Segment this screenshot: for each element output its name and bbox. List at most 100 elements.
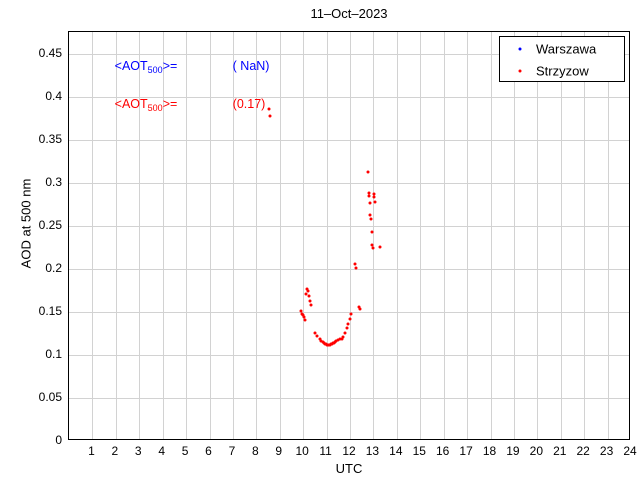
legend-marker-icon <box>518 69 522 73</box>
x-tick-label: 8 <box>251 444 259 458</box>
data-point-strzyzow <box>370 243 374 247</box>
data-point-strzyzow <box>303 318 307 322</box>
data-point-strzyzow <box>315 334 319 338</box>
gridline-horizontal <box>69 397 629 399</box>
gridline-horizontal <box>69 182 629 184</box>
grid-layer <box>69 32 629 439</box>
x-tick-label: 18 <box>482 444 497 458</box>
data-point-strzyzow <box>267 107 271 111</box>
data-layer <box>69 32 629 439</box>
x-tick-label: 10 <box>295 444 309 458</box>
y-tick-label: 0.35 <box>38 131 62 146</box>
data-point-strzyzow <box>309 303 313 307</box>
gridline-vertical <box>162 32 164 439</box>
gridline-vertical <box>232 32 234 439</box>
data-point-strzyzow <box>268 114 272 118</box>
gridline-vertical <box>115 32 117 439</box>
gridline-vertical <box>560 32 562 439</box>
x-tick-label: 13 <box>365 444 380 458</box>
data-point-strzyzow <box>371 246 375 250</box>
gridline-vertical <box>326 32 328 439</box>
data-point-strzyzow <box>306 289 310 293</box>
data-point-strzyzow <box>370 230 374 234</box>
legend-label: Strzyzow <box>536 63 589 79</box>
x-tick-label: 4 <box>158 444 165 458</box>
mean-aot-strzyzow-label: <AOT500>= <box>114 97 178 114</box>
gridline-vertical <box>303 32 305 439</box>
mean-aot-strzyzow-prefix: <AOT <box>114 97 148 112</box>
gridline-horizontal <box>69 354 629 356</box>
data-point-strzyzow <box>345 326 349 330</box>
mean-aot-strzyzow-value: (0.17) <box>232 97 266 112</box>
data-point-strzyzow <box>305 287 309 291</box>
data-point-strzyzow <box>341 335 345 339</box>
gridline-vertical <box>279 32 281 439</box>
x-tick-label: 16 <box>435 444 450 458</box>
mean-aot-warszawa-suffix: >= <box>162 59 178 74</box>
legend-marker-icon <box>518 47 522 51</box>
x-axis-ticks: 1 2 3 4 5 6 7 8 9 10 11 12 13 14 15 16 17 18 19 20 21 22 23 24 <box>68 444 637 462</box>
data-point-strzyzow <box>372 195 376 199</box>
x-tick-label: 2 <box>111 444 119 458</box>
gridline-vertical <box>139 32 141 439</box>
y-tick-label: 0.15 <box>38 303 62 318</box>
gridline-horizontal <box>69 139 629 141</box>
y-tick-label: 0.2 <box>45 260 62 275</box>
data-point-strzyzow <box>369 217 373 221</box>
x-tick-label: 7 <box>228 444 236 458</box>
gridline-horizontal <box>69 268 629 270</box>
x-tick-label: 19 <box>506 444 520 458</box>
x-tick-label: 20 <box>529 444 543 458</box>
data-point-strzyzow <box>346 322 350 326</box>
y-tick-label: 0.4 <box>45 88 62 103</box>
y-tick-label: 0 <box>55 433 62 447</box>
data-point-strzyzow <box>307 294 311 298</box>
y-tick-label: 0.3 <box>45 174 62 189</box>
mean-aot-strzyzow-suffix: >= <box>162 97 178 112</box>
data-point-strzyzow <box>301 313 305 317</box>
gridline-horizontal <box>69 225 629 227</box>
data-point-strzyzow <box>372 192 376 196</box>
y-axis-ticks: 0 0.05 0.1 0.15 0.2 0.25 0.3 0.35 0.4 0.45 <box>0 31 62 447</box>
gridline-vertical <box>186 32 188 439</box>
gridline-vertical <box>92 32 94 439</box>
mean-aot-warszawa-subscript: 500 <box>147 65 163 76</box>
y-tick-label: 0.25 <box>38 217 62 232</box>
gridline-vertical <box>209 32 211 439</box>
data-point-strzyzow <box>302 315 306 319</box>
data-point-strzyzow <box>358 307 362 311</box>
data-point-strzyzow <box>354 266 358 270</box>
data-point-strzyzow <box>338 337 342 341</box>
data-point-strzyzow <box>318 337 322 341</box>
x-tick-label: 9 <box>275 444 283 458</box>
data-point-strzyzow <box>353 262 357 266</box>
x-tick-label: 23 <box>599 444 614 458</box>
data-point-strzyzow <box>368 213 372 217</box>
y-tick-label: 0.45 <box>38 45 62 60</box>
x-tick-label: 14 <box>389 444 403 458</box>
data-point-strzyzow <box>299 309 303 313</box>
mean-aot-strzyzow-subscript: 500 <box>147 103 163 114</box>
legend-item-warszawa[interactable]: Warszawa <box>500 38 624 60</box>
x-tick-label: 3 <box>134 444 142 458</box>
gridline-vertical <box>373 32 375 439</box>
gridline-vertical <box>607 32 609 439</box>
data-point-strzyzow <box>367 194 371 198</box>
legend-item-strzyzow[interactable]: Strzyzow <box>500 60 624 82</box>
mean-aot-warszawa-value: ( NaN) <box>232 59 270 74</box>
x-tick-label: 1 <box>88 444 95 458</box>
data-point-strzyzow <box>367 191 371 195</box>
data-point-strzyzow <box>366 170 370 174</box>
x-tick-label: 6 <box>205 444 212 458</box>
gridline-vertical <box>537 32 539 439</box>
data-point-strzyzow <box>368 201 372 205</box>
data-point-strzyzow <box>378 245 382 249</box>
gridline-vertical <box>467 32 469 439</box>
gridline-vertical <box>350 32 351 439</box>
data-point-strzyzow <box>313 331 317 335</box>
x-tick-label: 15 <box>412 444 426 458</box>
gridline-vertical <box>490 32 492 439</box>
legend-label: Warszawa <box>536 41 597 57</box>
gridline-vertical <box>256 32 258 439</box>
